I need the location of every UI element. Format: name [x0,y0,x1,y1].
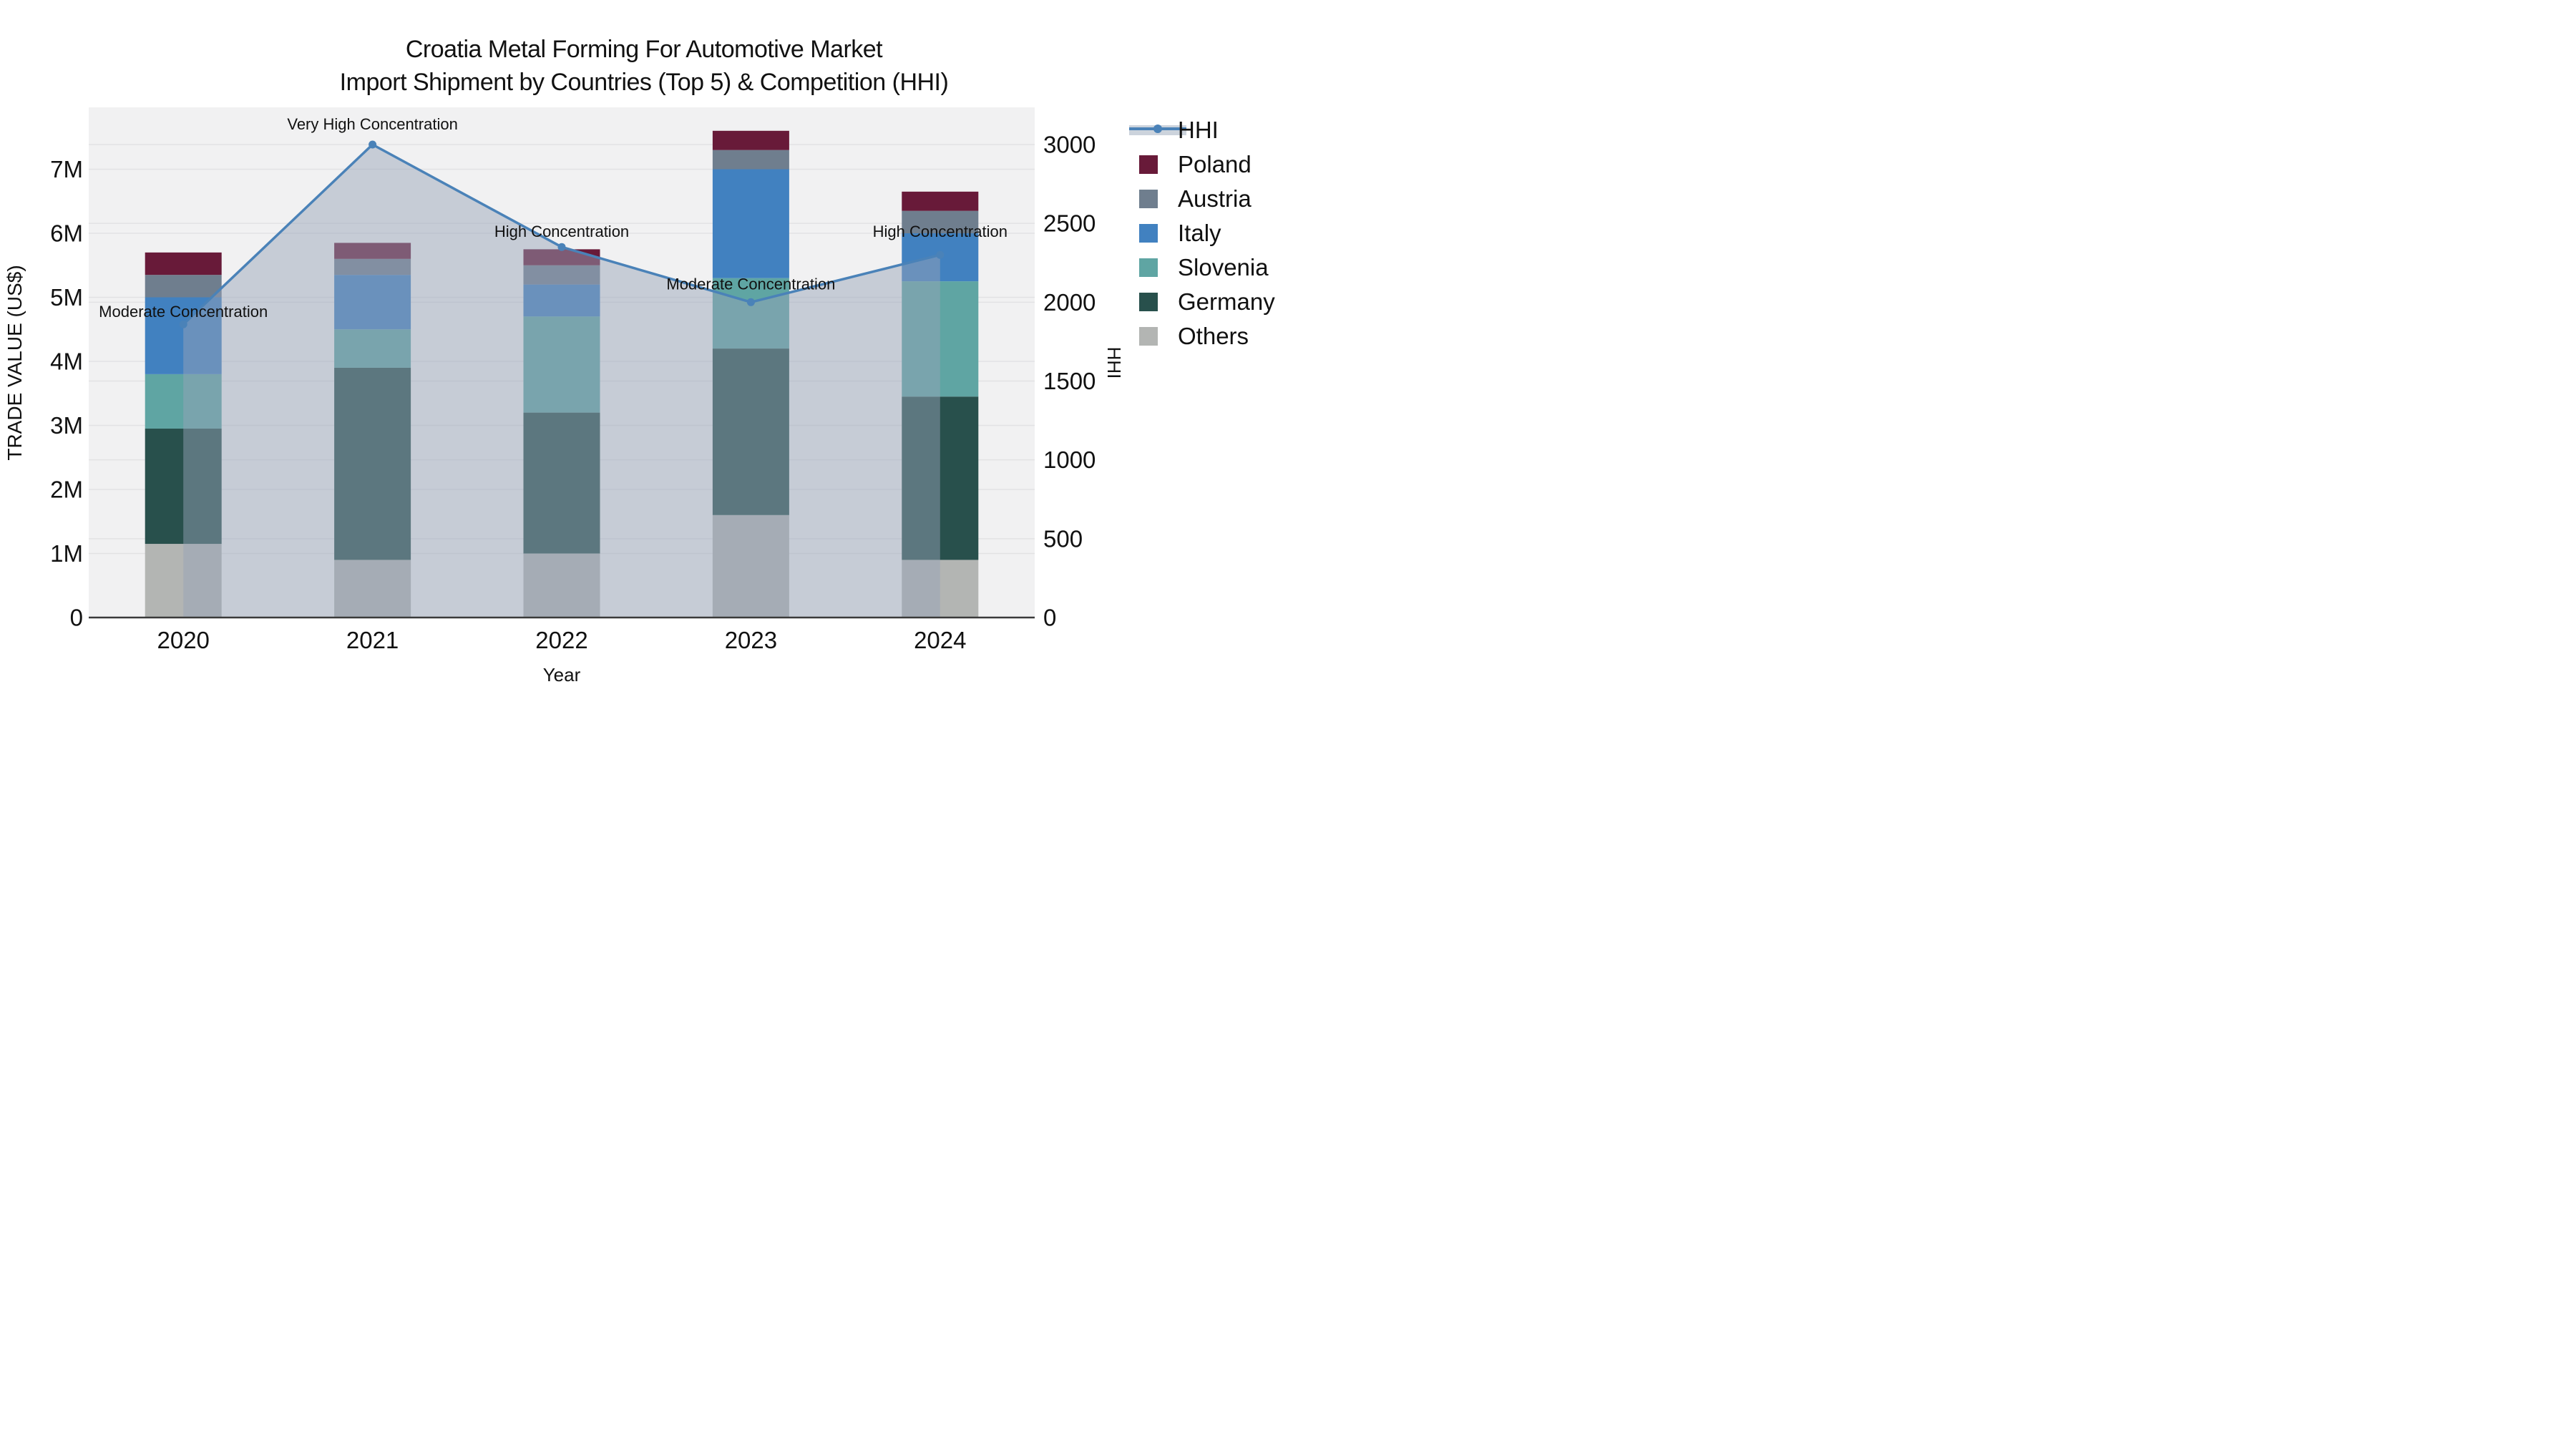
annotation-2020: Moderate Concentration [99,303,268,321]
y-left-tick-5M: 5M [50,284,83,311]
bar-segment-italy-2022 [523,284,600,317]
bar-segment-others-2023 [712,514,789,618]
y-left-tick-3M: 3M [50,412,83,439]
y-right-tick-500: 500 [1043,525,1083,552]
chart-canvas: Moderate Concentration Very High Concentr… [4,107,1275,686]
x-tick-2022: 2022 [535,627,587,653]
hhi-marker-2024 [936,250,945,259]
hhi-area-fill [183,145,940,618]
y-right-tick-2000: 2000 [1043,289,1096,316]
x-tick-2021: 2021 [346,627,399,653]
legend-label-germany: Germany [1178,288,1275,315]
bar-segment-italy-2021 [334,275,411,330]
x-tick-2024: 2024 [914,627,966,653]
legend-hhi-marker-icon [1153,125,1162,133]
annotation-2023: Moderate Concentration [666,275,835,293]
legend-label-poland: Poland [1178,151,1252,177]
bar-segment-germany-2020 [145,428,222,545]
legend-label-italy: Italy [1178,220,1221,246]
annotation-2022: High Concentration [494,223,629,240]
hhi-marker-2021 [369,140,377,149]
legend-label-austria: Austria [1178,185,1252,212]
y-right-tick-0: 0 [1043,605,1056,631]
bar-segment-germany-2023 [712,348,789,515]
bar-segment-italy-2023 [712,169,789,278]
y-right-tick-1500: 1500 [1043,368,1096,394]
y-left-tick-2M: 2M [50,477,83,503]
y-right-tick-3000: 3000 [1043,132,1096,158]
hhi-marker-2023 [746,298,755,306]
bar-segment-slovenia-2024 [902,281,979,397]
y-left-tick-4M: 4M [50,348,83,375]
bar-segment-others-2021 [334,560,411,618]
bar-segment-slovenia-2021 [334,329,411,368]
chart-title-line2: Import Shipment by Countries (Top 5) & C… [339,69,949,96]
y-right-tick-1000: 1000 [1043,447,1096,473]
chart-figure: Croatia Metal Forming For Automotive Mar… [0,0,1288,725]
legend-swatch-poland-icon [1139,155,1158,174]
y-left-tick-7M: 7M [50,156,83,182]
legend-swatch-slovenia-icon [1139,258,1158,277]
y-left-tick-0: 0 [70,605,83,631]
bar-segment-poland-2021 [334,243,411,259]
bar-segment-slovenia-2020 [145,374,222,429]
bar-segment-germany-2022 [523,412,600,554]
hhi-marker-2020 [179,320,187,328]
annotation-2024: High Concentration [873,223,1008,240]
legend-swatch-others-icon [1139,327,1158,346]
bar-segment-poland-2020 [145,252,222,275]
bar-segment-slovenia-2023 [712,278,789,349]
bar-segment-others-2022 [523,553,600,618]
x-axis-title: Year [543,664,581,686]
bar-segment-italy-2020 [145,297,222,374]
x-tick-2020: 2020 [157,627,209,653]
bar-segment-others-2020 [145,544,222,618]
bar-segment-austria-2021 [334,258,411,275]
y-left-axis-title: TRADE VALUE (US$) [4,265,26,460]
legend-label-hhi: HHI [1178,117,1219,143]
bar-segment-austria-2023 [712,150,789,170]
y-left-tick-6M: 6M [50,220,83,247]
hhi-marker-2022 [557,243,566,251]
bar-segment-germany-2021 [334,367,411,560]
chart-title-line1: Croatia Metal Forming For Automotive Mar… [405,36,883,63]
bar-segment-others-2024 [902,560,979,618]
bar-segment-poland-2024 [902,191,979,211]
y-left-tick-1M: 1M [50,540,83,567]
bar-segment-austria-2022 [523,265,600,285]
bar-segment-poland-2023 [712,130,789,150]
legend-swatch-austria-icon [1139,190,1158,208]
legend-label-slovenia: Slovenia [1178,254,1269,280]
legend-label-others: Others [1178,323,1249,349]
bar-segment-slovenia-2022 [523,316,600,413]
legend-swatch-italy-icon [1139,224,1158,243]
y-right-tick-2500: 2500 [1043,210,1096,237]
bar-segment-germany-2024 [902,396,979,560]
bar-segment-austria-2024 [902,210,979,233]
y-right-axis-title: HHI [1103,347,1125,379]
legend-swatch-germany-icon [1139,293,1158,311]
x-tick-2023: 2023 [725,627,777,653]
bar-segment-austria-2020 [145,275,222,298]
annotation-2021: Very High Concentration [287,115,457,133]
